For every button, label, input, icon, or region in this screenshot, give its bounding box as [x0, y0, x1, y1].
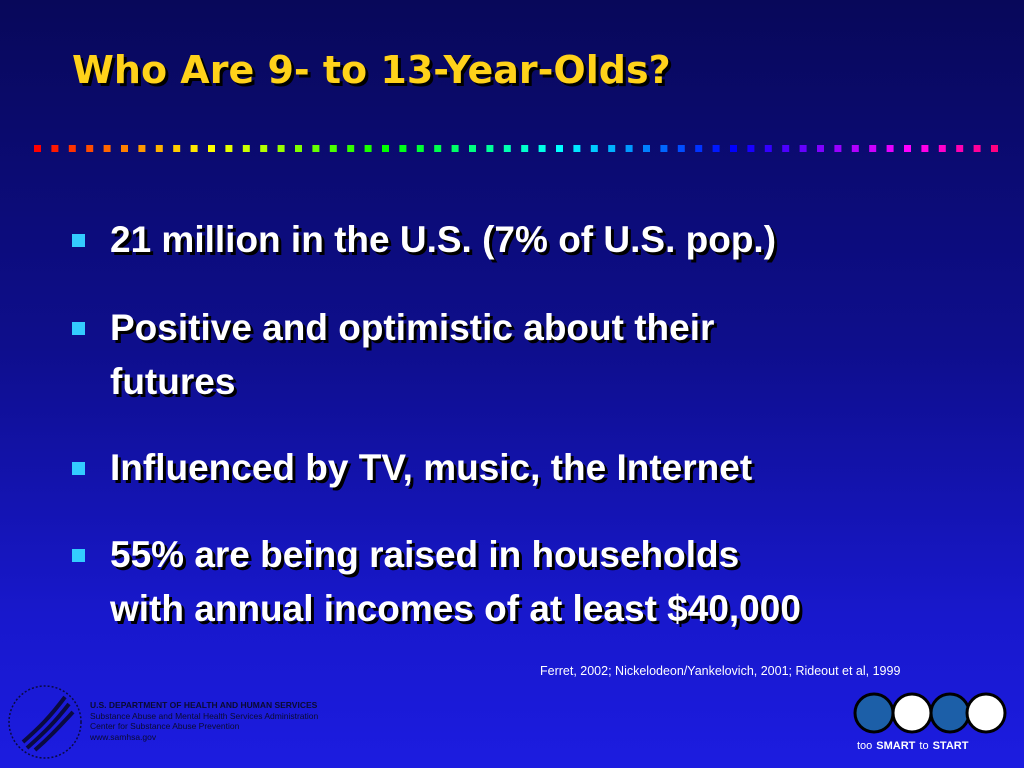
logo-word: SMART	[876, 740, 916, 752]
logo-word: to	[919, 740, 929, 752]
rule-dot	[573, 145, 581, 152]
footer-line: www.samhsa.gov	[90, 731, 157, 742]
rule-dot	[851, 145, 859, 152]
bullet-text: 55% are being raised in households	[110, 534, 740, 575]
rule-dot	[747, 145, 755, 152]
rule-dot	[173, 145, 181, 152]
rule-dot	[451, 145, 459, 152]
rule-dot	[956, 145, 964, 152]
rule-dot	[503, 145, 511, 152]
slide-title: Who Are 9- to 13-Year-Olds?	[72, 48, 671, 92]
rule-dot	[242, 145, 250, 152]
bullet-text: Positive and optimistic about their	[110, 307, 715, 348]
rule-dot	[782, 145, 790, 152]
rule-dot	[86, 145, 94, 152]
rule-dot	[973, 145, 981, 152]
bullet-marker	[72, 549, 85, 562]
rule-dot	[643, 145, 650, 152]
rule-dot	[434, 145, 442, 152]
logo-faces	[853, 692, 1007, 734]
footer: U.S. DEPARTMENT OF HEALTH AND HUMAN SERV…	[90, 700, 318, 742]
rule-dot	[869, 145, 877, 152]
rule-dot	[660, 145, 668, 152]
rule-dot	[68, 145, 76, 152]
rule-dot	[469, 145, 476, 152]
rule-dot	[382, 145, 389, 152]
rule-dot	[538, 145, 546, 152]
bullet-marker	[72, 462, 85, 475]
rule-dot	[486, 145, 494, 152]
rule-dot	[260, 145, 268, 152]
footer-line: Substance Abuse and Mental Health Servic…	[90, 710, 319, 721]
rule-dot	[416, 145, 424, 152]
rule-dot	[590, 145, 598, 152]
footer-line: U.S. DEPARTMENT OF HEALTH AND HUMAN SERV…	[90, 700, 318, 710]
logo-word: too	[857, 740, 873, 752]
rule-dot	[138, 145, 146, 152]
rule-dot	[608, 145, 616, 152]
rule-dot	[34, 145, 41, 152]
rule-dot	[938, 145, 946, 152]
rule-dot	[364, 145, 372, 152]
rule-dot	[921, 145, 929, 152]
rule-dot	[295, 145, 302, 152]
rule-dot	[677, 145, 685, 152]
bullet-text: Influenced by TV, music, the Internet	[110, 447, 753, 488]
rule-dot	[190, 145, 198, 152]
rule-dot	[121, 145, 128, 152]
rule-dot	[904, 145, 911, 152]
logo-word: START	[932, 740, 969, 752]
rule-dot	[556, 145, 563, 152]
logo-text: too SMART to START	[855, 740, 970, 752]
rule-dot	[991, 145, 998, 152]
rule-dot	[399, 145, 407, 152]
rule-dot	[764, 145, 772, 152]
rule-dot	[277, 145, 285, 152]
rule-dot	[225, 145, 233, 152]
rule-dot	[834, 145, 842, 152]
rule-dot	[347, 145, 355, 152]
rule-dot	[329, 145, 337, 152]
rule-dot	[886, 145, 894, 152]
rule-dot	[712, 145, 720, 152]
rule-dot	[817, 145, 824, 152]
rule-dot	[103, 145, 111, 152]
rule-dot	[799, 145, 807, 152]
bullet-text: with annual incomes of at least $40,000	[110, 588, 801, 629]
hhs-seal	[8, 685, 82, 759]
rule-dot	[51, 145, 59, 152]
bullet-marker	[72, 234, 85, 247]
rule-dot	[208, 145, 215, 152]
rule-dot	[521, 145, 529, 152]
bullet-text: 21 million in the U.S. (7% of U.S. pop.)	[110, 219, 777, 260]
citation: Ferret, 2002; Nickelodeon/Yankelovich, 2…	[540, 664, 901, 678]
rule-dot	[312, 145, 320, 152]
rule-dot	[155, 145, 163, 152]
rule-dot	[695, 145, 703, 152]
footer-line: Center for Substance Abuse Prevention	[90, 721, 240, 731]
bullet-text: futures	[110, 361, 236, 402]
rule-dot	[625, 145, 633, 152]
bullet-marker	[72, 322, 85, 335]
rule-dot	[730, 145, 737, 152]
